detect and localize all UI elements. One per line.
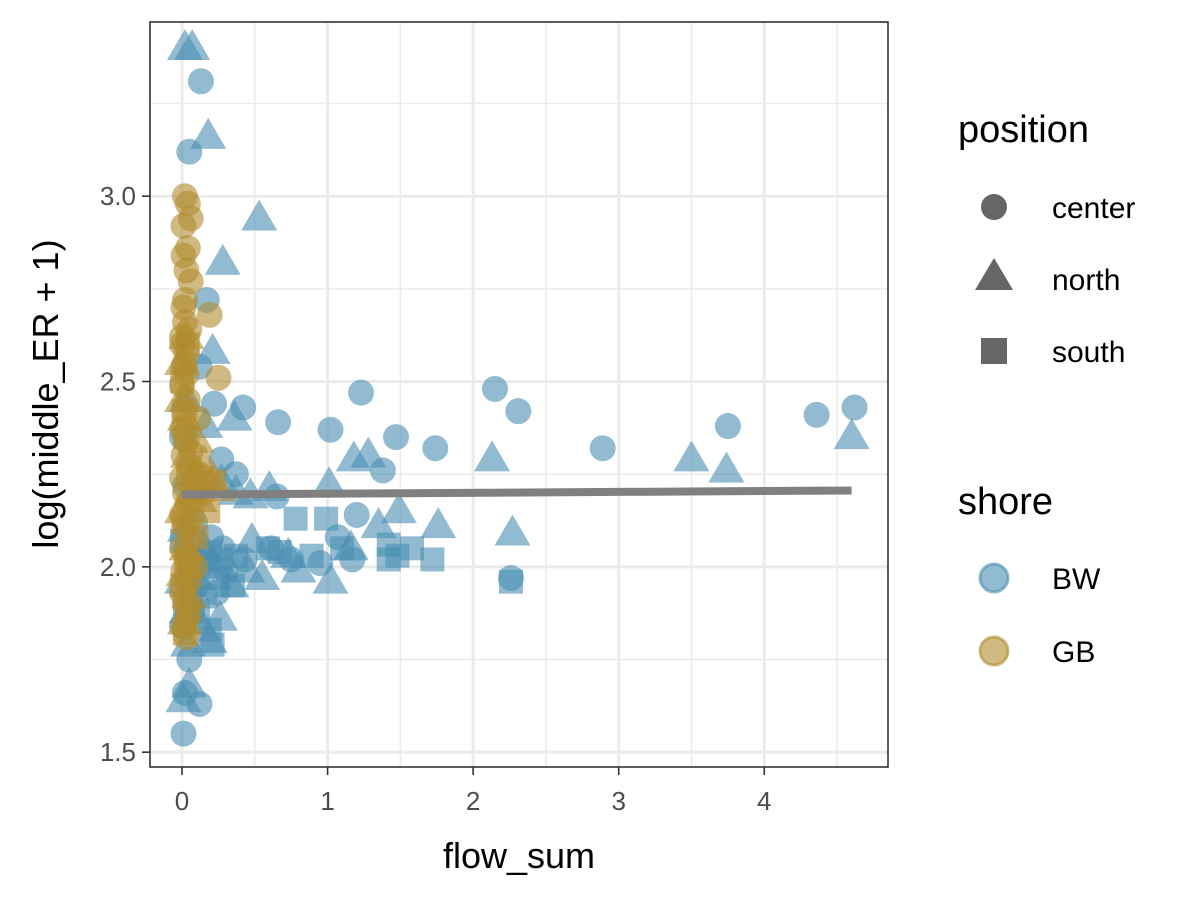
x-tick-label: 3: [611, 786, 625, 816]
point-bw-north: [833, 418, 870, 450]
legend-title-position: position: [958, 109, 1089, 151]
legend-triangle-icon: [975, 258, 1013, 290]
point-bw-center: [170, 720, 197, 747]
data-points: [164, 28, 870, 747]
point-bw-north: [174, 28, 211, 60]
y-axis-title: log(middle_ER + 1): [25, 239, 66, 548]
point-bw-center: [187, 68, 214, 95]
legend-title-shore: shore: [958, 481, 1053, 523]
point-bw-north: [474, 440, 511, 472]
point-bw-south: [200, 632, 225, 657]
legend-position: position center north south: [958, 109, 1135, 369]
point-bw-north: [380, 492, 417, 524]
legend-bw-circle-icon: [978, 562, 1010, 594]
point-bw-center: [278, 546, 305, 573]
point-bw-center: [203, 579, 230, 606]
point-bw-south: [314, 506, 339, 531]
point-bw-south: [376, 547, 401, 572]
point-bw-center: [383, 424, 409, 451]
point-bw-north: [312, 562, 349, 594]
point-bw-north: [673, 440, 710, 472]
point-gb-center: [173, 624, 200, 651]
y-tick-label: 2.0: [100, 552, 136, 582]
y-tick-label: 1.5: [100, 737, 136, 767]
plot-panel-border: [149, 21, 889, 768]
point-bw-center: [714, 413, 741, 440]
point-bw-south: [283, 506, 308, 531]
point-bw-center: [176, 646, 203, 673]
point-bw-center: [230, 394, 257, 421]
point-bw-north: [241, 199, 278, 231]
point-gb-center: [173, 361, 200, 388]
point-bw-north: [420, 507, 457, 539]
x-axis-title: flow_sum: [443, 835, 595, 876]
point-bw-center: [324, 524, 351, 551]
point-bw-center: [841, 394, 868, 421]
legend-label-bw: BW: [1052, 563, 1101, 596]
x-tick-label: 0: [175, 786, 189, 816]
point-gb-center: [170, 212, 197, 239]
grid-lines: [150, 22, 888, 767]
point-bw-center: [257, 535, 284, 562]
point-gb-center: [196, 301, 223, 328]
point-bw-center: [265, 409, 292, 436]
x-tick-label: 1: [320, 786, 334, 816]
point-gb-center: [182, 553, 209, 580]
point-bw-center: [481, 375, 508, 402]
point-bw-center: [369, 457, 396, 484]
x-tick-label: 2: [466, 786, 480, 816]
point-bw-center: [339, 546, 366, 573]
point-bw-center: [497, 564, 524, 591]
trend-line: [181, 486, 852, 499]
point-bw-center: [212, 557, 239, 584]
axes: 0 1 2 3 4 1.5 2.0 2.5 3.0: [100, 181, 772, 816]
point-gb-center: [176, 316, 203, 343]
legend-label-north: north: [1052, 264, 1120, 297]
legend-circle-icon: [981, 194, 1007, 220]
point-bw-north: [708, 451, 745, 483]
legend-shore: shore BW GB: [958, 481, 1101, 669]
point-bw-center: [343, 501, 370, 528]
legend-square-icon: [981, 338, 1007, 364]
legend-gb-circle-icon: [978, 635, 1010, 667]
point-bw-center: [589, 435, 616, 462]
point-bw-center: [505, 398, 532, 425]
point-bw-center: [171, 679, 198, 706]
point-gb-center: [177, 438, 204, 465]
point-bw-north: [311, 466, 348, 498]
point-bw-north: [244, 558, 281, 590]
point-bw-center: [803, 401, 830, 428]
point-gb-center: [170, 294, 197, 321]
point-bw-center: [231, 546, 258, 573]
y-tick-label: 3.0: [100, 181, 136, 211]
point-bw-south: [420, 547, 445, 572]
point-bw-north: [204, 243, 241, 275]
point-bw-center: [317, 416, 344, 443]
legend-label-gb: GB: [1052, 636, 1095, 669]
point-bw-center: [422, 435, 449, 462]
point-gb-center: [179, 505, 206, 532]
y-tick-label: 2.5: [100, 367, 136, 397]
point-bw-center: [176, 138, 203, 165]
point-bw-north: [494, 514, 531, 546]
point-bw-center: [307, 550, 334, 577]
legend-label-south: south: [1052, 336, 1125, 369]
point-gb-center: [205, 364, 232, 391]
plot-panel-background: [150, 22, 888, 767]
x-tick-label: 4: [757, 786, 771, 816]
legend-label-center: center: [1052, 192, 1135, 225]
point-bw-north: [190, 117, 227, 149]
point-bw-north: [360, 507, 397, 539]
point-bw-center: [348, 379, 375, 406]
